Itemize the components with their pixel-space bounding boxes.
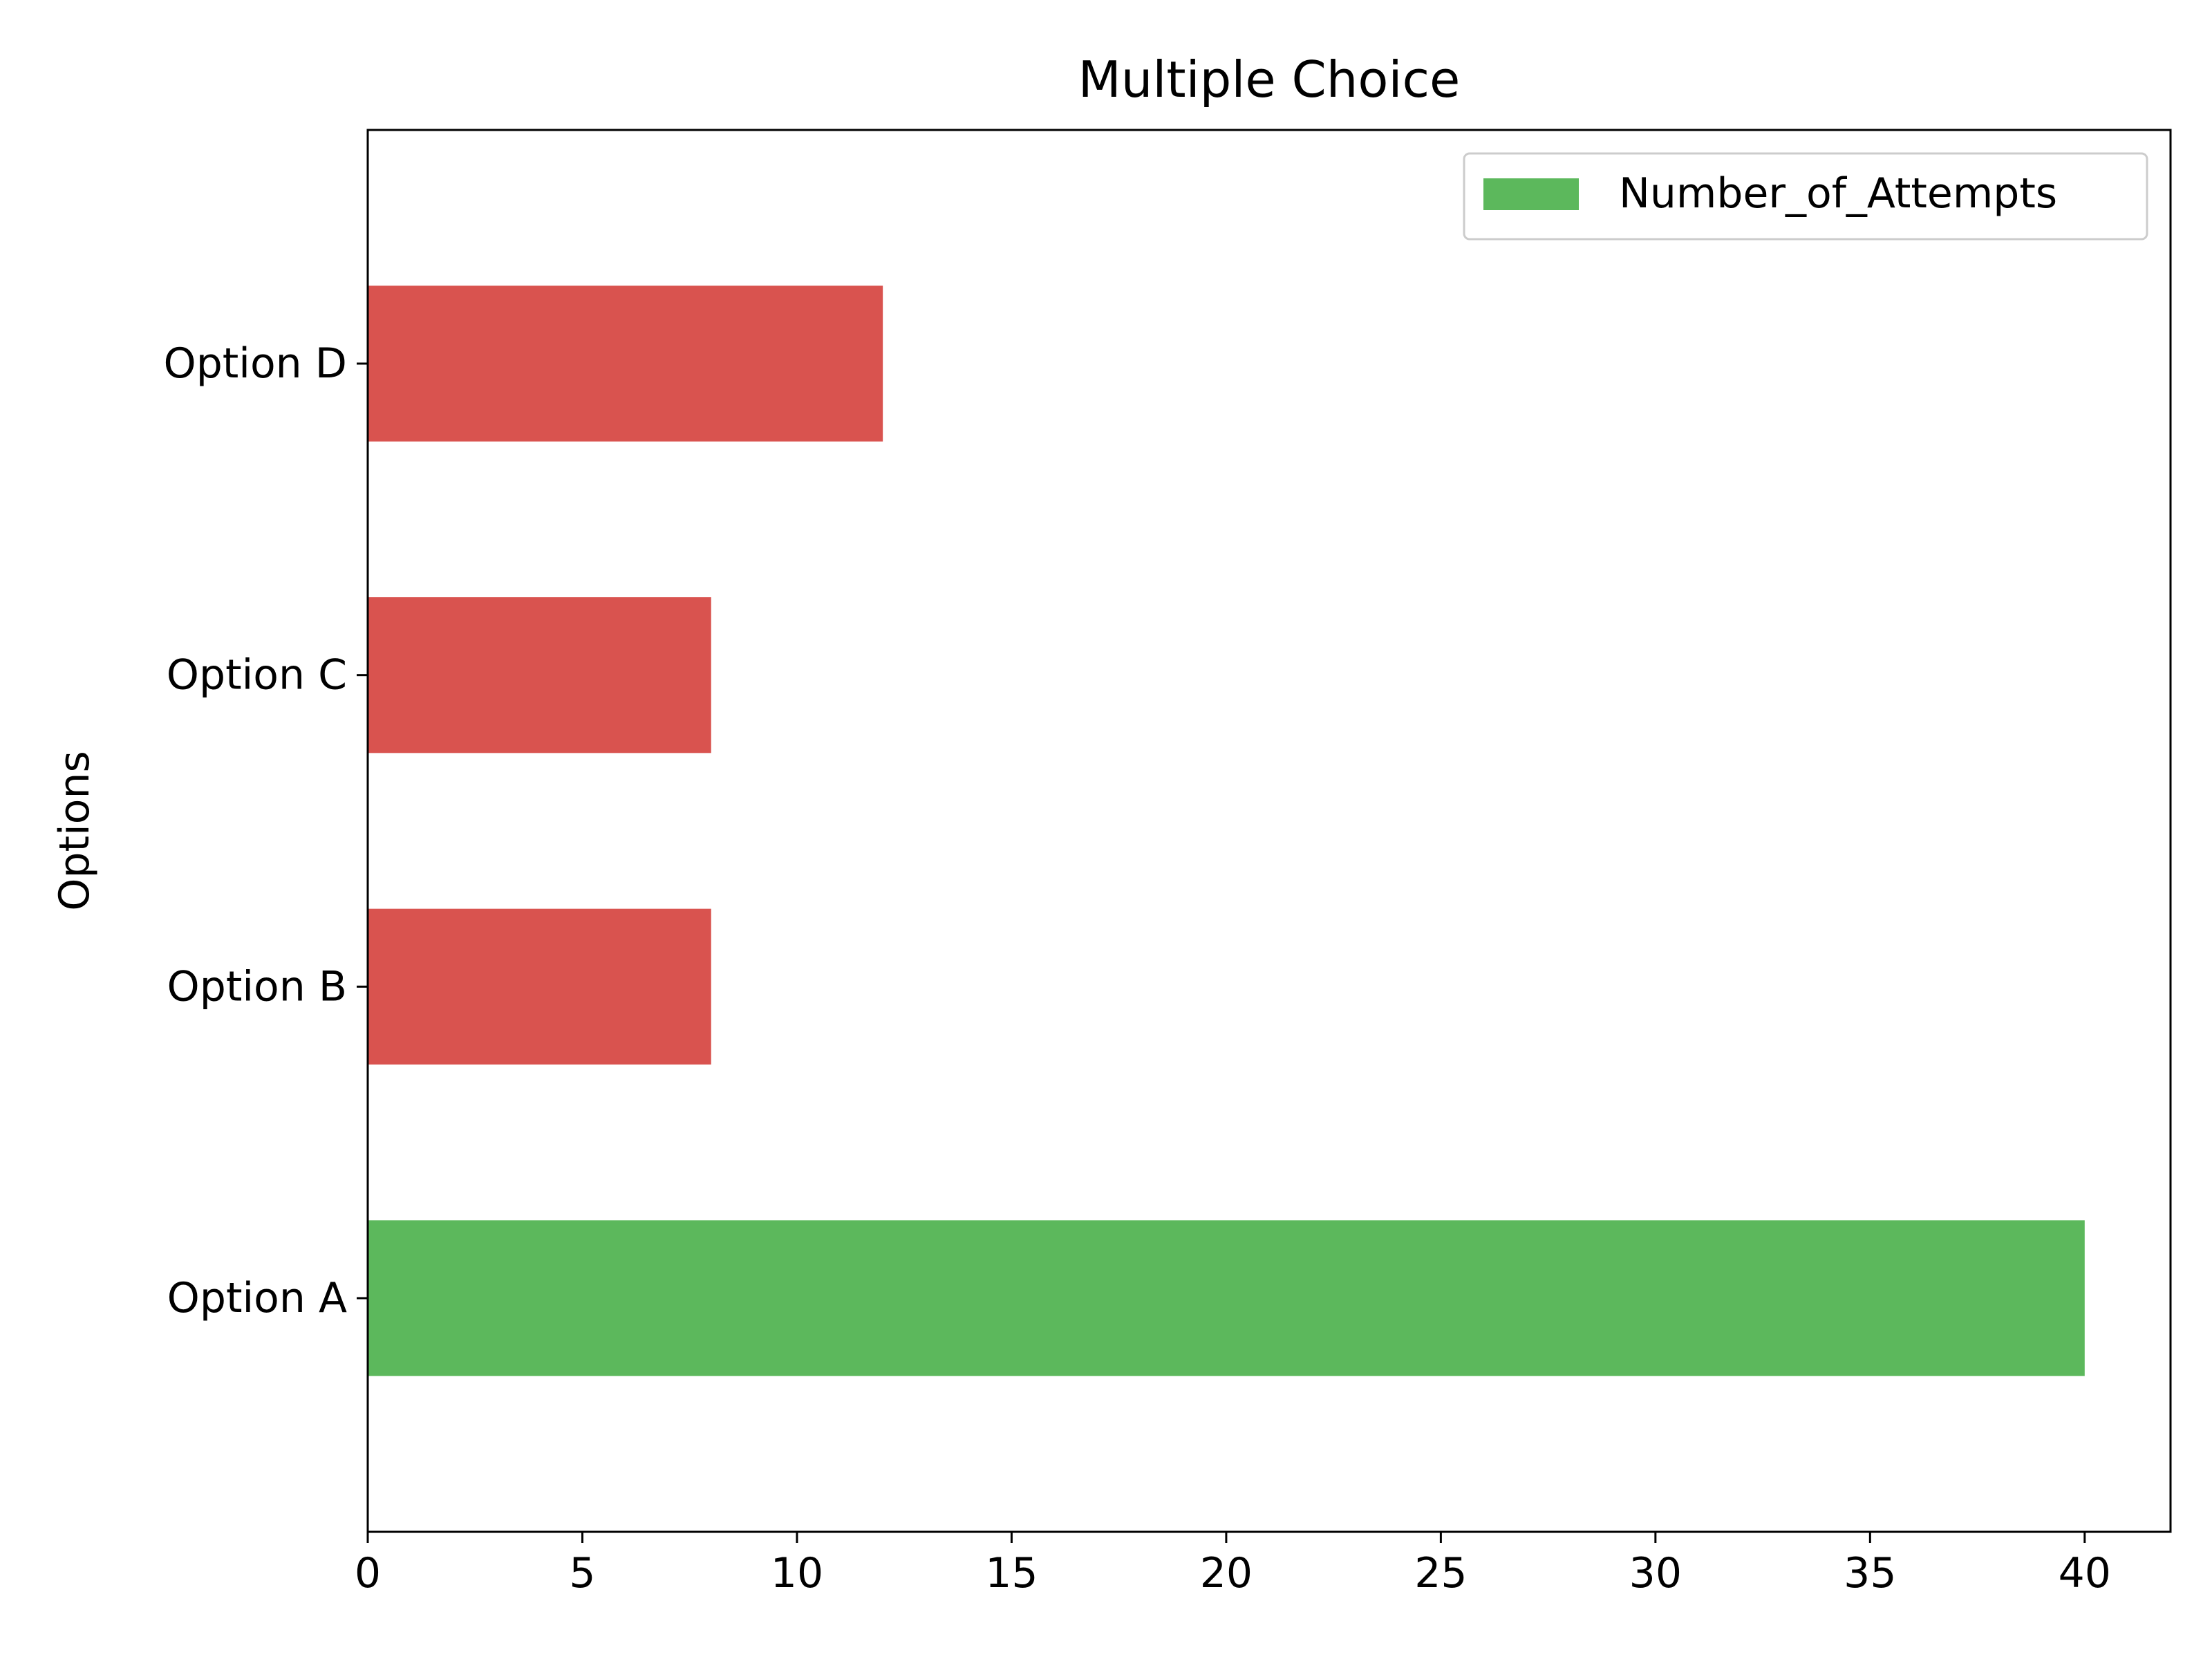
x-tick-label: 35	[1844, 1549, 1896, 1597]
x-tick-label: 10	[771, 1549, 823, 1597]
bar-option-d	[368, 285, 883, 442]
bar-option-a	[368, 1220, 2085, 1376]
y-axis-ticks: Option A Option B Option C Option D	[163, 339, 368, 1322]
x-tick-label: 0	[355, 1549, 381, 1597]
legend: Number_of_Attempts	[1463, 152, 2148, 241]
y-tick-label-option-b: Option B	[167, 962, 347, 1011]
y-axis-label: Options	[50, 751, 99, 911]
chart-title: Multiple Choice	[1078, 50, 1461, 109]
y-tick-label-option-c: Option C	[167, 651, 347, 700]
x-tick-label: 20	[1200, 1549, 1253, 1597]
x-axis-ticks: 0 5 10 15 20 25 30 35 40	[355, 1532, 2111, 1597]
plot-area-frame	[366, 129, 2172, 1533]
x-tick-label: 15	[985, 1549, 1038, 1597]
x-tick-label: 25	[1414, 1549, 1467, 1597]
legend-label: Number_of_Attempts	[1619, 169, 2057, 218]
x-tick-label: 5	[569, 1549, 595, 1597]
x-tick-label: 40	[2059, 1549, 2111, 1597]
legend-frame	[1463, 152, 2148, 241]
y-tick-label-option-a: Option A	[167, 1274, 347, 1322]
legend-swatch	[1483, 178, 1579, 210]
bar-option-b	[368, 908, 711, 1065]
y-tick-label-option-d: Option D	[163, 339, 347, 388]
bar-option-c	[368, 597, 711, 753]
bars-group	[368, 285, 2085, 1376]
x-tick-label: 30	[1629, 1549, 1682, 1597]
